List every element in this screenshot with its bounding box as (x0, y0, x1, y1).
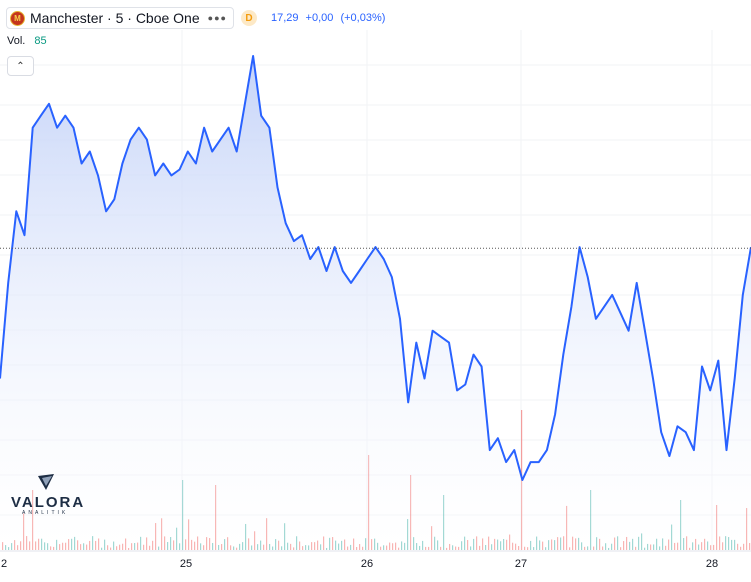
symbol-selector[interactable]: M Manchester · 5 · Cboe One ●●● (6, 7, 234, 29)
x-tick-label: 2 (1, 558, 7, 570)
more-horizontal-icon[interactable]: ●●● (207, 13, 227, 23)
volume-legend: Vol. 85 (7, 35, 47, 47)
x-tick-label: 26 (361, 558, 373, 570)
price-line (0, 55, 751, 481)
chevron-up-icon: ⌃ (16, 60, 25, 72)
price-area (0, 56, 751, 551)
x-tick-label: 25 (180, 558, 192, 570)
collapse-legend-button[interactable]: ⌃ (7, 56, 34, 76)
watermark-name: VALORA (11, 494, 86, 511)
x-tick-label: 28 (706, 558, 718, 570)
quote-values: 17,29 +0,00 (+0,03%) (271, 12, 389, 24)
volume-value: 85 (34, 35, 47, 47)
legend: M Manchester · 5 · Cboe One ●●● D 17,29 … (6, 6, 389, 30)
time-axis: 2 25 26 27 28 (0, 550, 751, 570)
x-tick-label: 27 (515, 558, 527, 570)
volume-label: Vol. (7, 35, 26, 47)
valora-logo-mark (38, 474, 54, 490)
watermark-subtitle: ANALITIK (22, 510, 69, 516)
price-change-percent: (+0,03%) (340, 12, 386, 24)
manchester-logo: M (10, 10, 25, 26)
delayed-data-badge[interactable]: D (240, 10, 257, 26)
symbol-title: Manchester · 5 · Cboe One (30, 10, 200, 26)
price-change: +0,00 (305, 12, 334, 24)
last-price: 17,29 (270, 12, 299, 24)
